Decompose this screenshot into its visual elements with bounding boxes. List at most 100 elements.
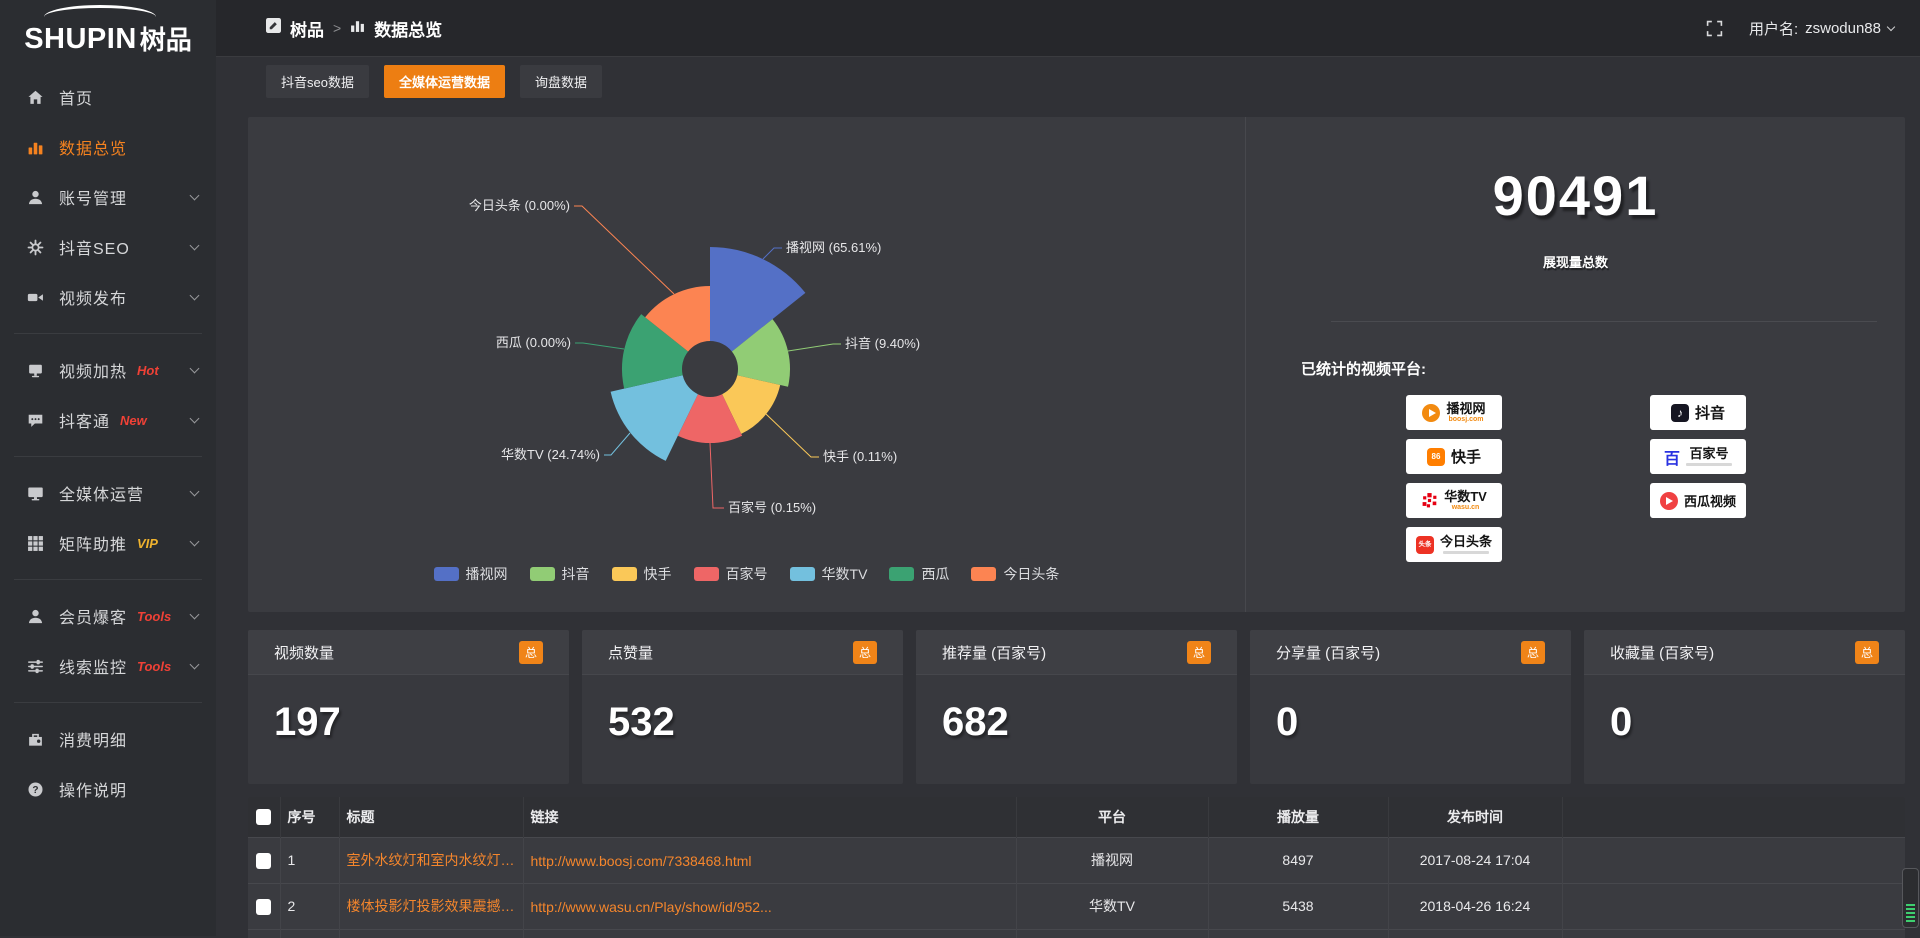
total-badge[interactable]: 总 <box>519 641 543 664</box>
total-badge[interactable]: 总 <box>1521 641 1545 664</box>
breadcrumb-current[interactable]: 数据总览 <box>374 16 442 41</box>
stat-cards-row: 视频数量总 197 点赞量总 532 推荐量 (百家号)总 682 分享量 (百… <box>248 630 1905 784</box>
video-title-link[interactable]: 室外水纹灯和室内水纹灯的区别和简介 <box>347 850 523 870</box>
legend-item[interactable]: 今日头条 <box>971 564 1059 584</box>
sidebar-item-label: 抖客通 <box>59 408 110 432</box>
select-all-checkbox[interactable] <box>256 809 271 825</box>
tools-badge: Tools <box>137 609 171 624</box>
sidebar-item-member-baoke[interactable]: 会员爆客 Tools <box>0 591 216 641</box>
breadcrumb-root[interactable]: 树品 <box>290 16 324 41</box>
table-row: 1 室外水纹灯和室内水纹灯的区别和简介 http://www.boosj.com… <box>248 837 1905 883</box>
legend-swatch <box>612 567 637 581</box>
sidebar-divider <box>14 702 202 703</box>
sidebar-item-account-management[interactable]: 账号管理 <box>0 172 216 222</box>
sidebar-item-clue-monitor[interactable]: 线索监控 Tools <box>0 641 216 691</box>
topbar-right: 用户名: zswodun88 <box>1706 18 1894 39</box>
kuaishou-icon: 86 <box>1427 448 1445 466</box>
legend-label: 华数TV <box>822 564 868 584</box>
cell-time: 2018-04-26 16:24 <box>1388 883 1562 929</box>
legend-item[interactable]: 西瓜 <box>889 564 949 584</box>
tab-inquiry-data[interactable]: 询盘数据 <box>520 65 602 98</box>
sidebar-item-douyin-seo[interactable]: 抖音SEO <box>0 222 216 272</box>
bar-chart-icon <box>27 139 44 156</box>
tab-douyin-seo-data[interactable]: 抖音seo数据 <box>266 65 369 98</box>
pie-chart: 播视网 (65.61%)抖音 (9.40%)快手 (0.11%)百家号 (0.1… <box>248 117 1245 547</box>
platform-share-chart-section: 播视网 (65.61%)抖音 (9.40%)快手 (0.11%)百家号 (0.1… <box>248 117 1245 612</box>
pie-slice[interactable] <box>611 375 698 461</box>
cell-views: 8497 <box>1208 837 1388 883</box>
row-checkbox[interactable] <box>256 853 271 869</box>
legend-item[interactable]: 播视网 <box>434 564 508 584</box>
legend-item[interactable]: 华数TV <box>790 564 868 584</box>
shupin-pen-icon <box>266 18 281 38</box>
legend-swatch <box>971 567 996 581</box>
user-menu[interactable]: 用户名: zswodun88 <box>1749 18 1894 39</box>
legend-label: 百家号 <box>726 564 768 584</box>
chevron-down-icon <box>190 240 200 250</box>
legend-swatch <box>790 567 815 581</box>
row-checkbox[interactable] <box>256 899 271 915</box>
total-badge[interactable]: 总 <box>1855 641 1879 664</box>
sidebar-item-matrix-boost[interactable]: 矩阵助推 VIP <box>0 518 216 568</box>
sidebar-item-consumption-detail[interactable]: 消费明细 <box>0 714 216 764</box>
chevron-down-icon <box>190 190 200 200</box>
sidebar-item-home[interactable]: 首页 <box>0 72 216 122</box>
legend-item[interactable]: 抖音 <box>530 564 590 584</box>
col-header-no: 序号 <box>280 797 339 837</box>
impressions-total-value: 90491 <box>1246 163 1905 228</box>
legend-label: 抖音 <box>562 564 590 584</box>
fullscreen-icon[interactable] <box>1706 20 1723 37</box>
overview-panel: 播视网 (65.61%)抖音 (9.40%)快手 (0.11%)百家号 (0.1… <box>248 117 1905 612</box>
sidebar-item-video-publish[interactable]: 视频发布 <box>0 272 216 322</box>
hot-badge: Hot <box>137 363 159 378</box>
sidebar-item-data-overview[interactable]: 数据总览 <box>0 122 216 172</box>
gear-icon <box>27 239 44 256</box>
pie-label: 西瓜 (0.00%) <box>496 335 571 350</box>
breadcrumb-separator: > <box>333 20 341 36</box>
sidebar-divider <box>14 579 202 580</box>
sidebar-item-label: 会员爆客 <box>59 604 127 628</box>
legend-item[interactable]: 百家号 <box>694 564 768 584</box>
sidebar-item-douketong[interactable]: 抖客通 New <box>0 395 216 445</box>
total-badge[interactable]: 总 <box>1187 641 1211 664</box>
sidebar-item-operation-guide[interactable]: ? 操作说明 <box>0 764 216 814</box>
video-url-link[interactable]: http://www.wasu.cn/Play/show/id/952... <box>531 899 772 915</box>
vip-badge: VIP <box>137 536 158 551</box>
home-icon <box>27 89 44 106</box>
stat-card-video-count: 视频数量总 197 <box>248 630 569 784</box>
total-badge[interactable]: 总 <box>853 641 877 664</box>
sidebar-item-omni-media[interactable]: 全媒体运营 <box>0 468 216 518</box>
chevron-down-icon <box>190 486 200 496</box>
platform-column-right: ♪ 抖音 百 百家号 西瓜视频 <box>1650 395 1746 562</box>
chevron-down-icon <box>190 413 200 423</box>
sidebar-item-video-heating[interactable]: 视频加热 Hot <box>0 345 216 395</box>
stat-value: 197 <box>248 675 569 745</box>
side-helper-widget[interactable] <box>1902 868 1919 928</box>
cell-platform: 播视网 <box>1016 837 1208 883</box>
logo-text-cn: 树品 <box>140 27 192 54</box>
tools-badge: Tools <box>137 659 171 674</box>
sidebar-item-label: 首页 <box>59 85 93 109</box>
col-header-publish-time: 发布时间 <box>1388 797 1562 837</box>
pie-label: 百家号 (0.15%) <box>728 500 816 515</box>
legend-label: 今日头条 <box>1003 564 1059 584</box>
video-camera-icon <box>27 289 44 306</box>
logo-arc-decoration <box>44 5 156 29</box>
col-header-platform: 平台 <box>1016 797 1208 837</box>
legend-label: 西瓜 <box>921 564 949 584</box>
app-logo: SHUPIN 树品 <box>0 0 216 60</box>
impressions-total-label: 展现量总数 <box>1246 252 1905 271</box>
stat-value: 532 <box>582 675 903 745</box>
cell-views: 5438 <box>1208 883 1388 929</box>
platforms-title: 已统计的视频平台: <box>1301 358 1905 379</box>
video-title-link[interactable]: 楼体投影灯投影效果震撼上市 <box>347 896 523 916</box>
chat-bubble-icon <box>27 412 44 429</box>
sidebar-item-label: 线索监控 <box>59 654 127 678</box>
video-url-link[interactable]: http://www.boosj.com/7338468.html <box>531 853 752 869</box>
legend-item[interactable]: 快手 <box>612 564 672 584</box>
main-area: 树品 > 数据总览 用户名: zswodun88 抖音seo数据 全媒体运营数据… <box>216 0 1920 936</box>
tab-omni-media-data[interactable]: 全媒体运营数据 <box>384 65 505 98</box>
xigua-play-icon <box>1660 492 1678 510</box>
col-header-views: 播放量 <box>1208 797 1388 837</box>
